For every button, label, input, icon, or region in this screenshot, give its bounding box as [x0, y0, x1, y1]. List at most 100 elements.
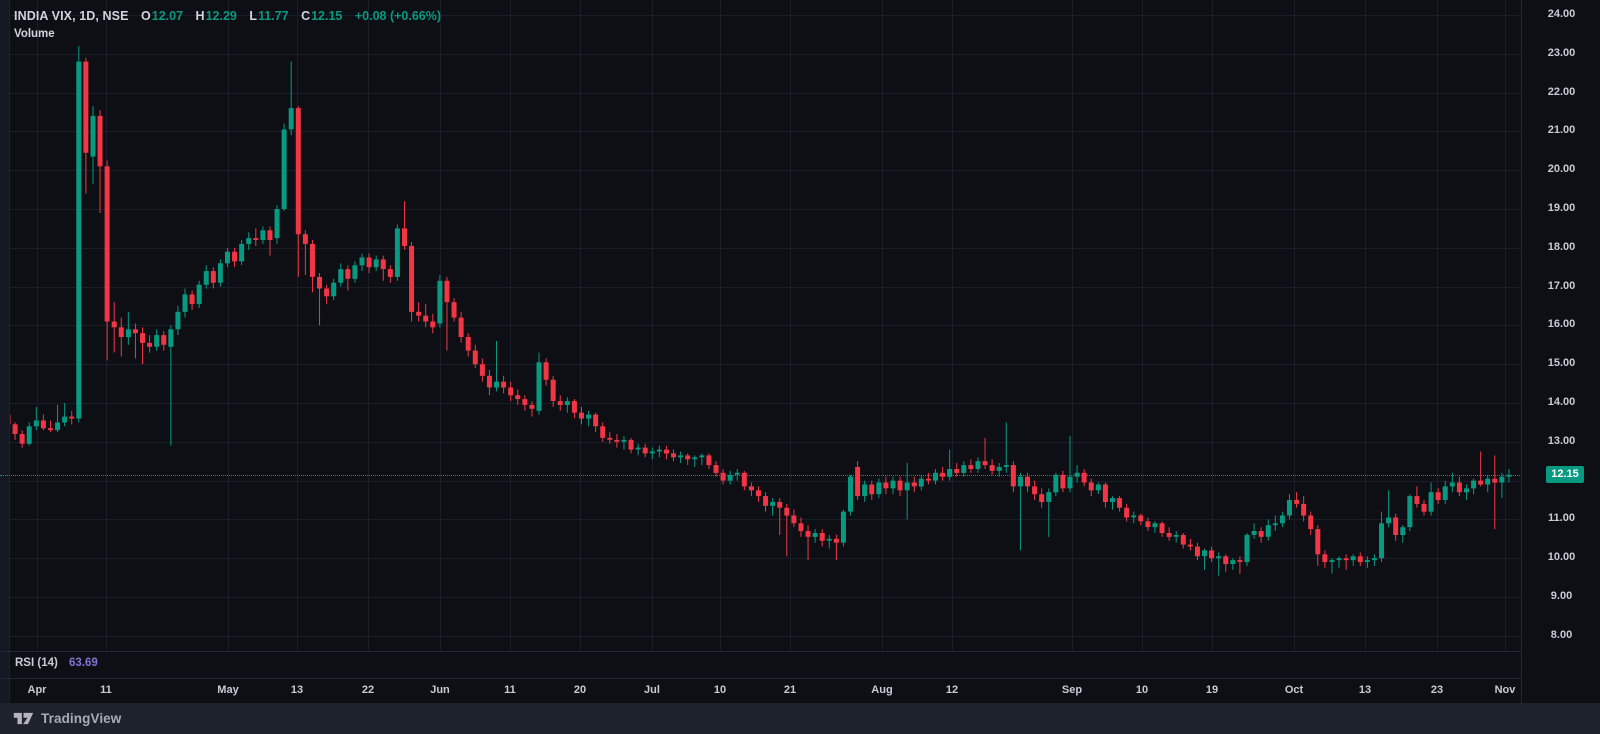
- candle: [543, 362, 549, 380]
- candle-wick: [127, 311, 129, 345]
- candle-wick: [1480, 451, 1482, 487]
- candle: [1039, 494, 1045, 502]
- candle: [748, 486, 754, 491]
- candle: [678, 455, 684, 458]
- candle: [685, 455, 691, 460]
- candle: [798, 523, 804, 532]
- candle: [1400, 527, 1406, 535]
- candlestick-chart[interactable]: [0, 0, 1521, 651]
- candle: [918, 478, 924, 487]
- candle: [996, 467, 1002, 471]
- candle: [451, 302, 457, 318]
- chart-plot-area[interactable]: [0, 0, 1521, 651]
- candle: [1109, 498, 1115, 502]
- candle-wick: [1331, 558, 1333, 574]
- candle: [1471, 480, 1477, 489]
- candle: [784, 507, 790, 516]
- candle: [1117, 498, 1123, 508]
- grid-vertical: [37, 0, 1506, 651]
- candle-wick: [496, 340, 498, 392]
- candle: [671, 453, 677, 458]
- candle: [1301, 503, 1307, 516]
- tradingview-brand-text[interactable]: TradingView: [41, 711, 122, 726]
- candle: [890, 480, 896, 489]
- candle: [1463, 488, 1469, 493]
- candle: [401, 228, 407, 246]
- time-tick-label: 20: [573, 684, 587, 696]
- candle: [302, 234, 308, 244]
- last-price-line: [0, 475, 1521, 476]
- tradingview-logo-icon[interactable]: [13, 711, 34, 726]
- candle-wick: [701, 453, 703, 465]
- symbol-title[interactable]: INDIA VIX, 1D, NSE: [14, 9, 129, 23]
- candle: [812, 533, 818, 537]
- candle: [975, 461, 981, 469]
- candle: [1145, 521, 1151, 528]
- time-tick-label: 23: [1430, 684, 1444, 696]
- chart-background: [0, 0, 1600, 703]
- time-tick-label: 13: [290, 684, 304, 696]
- candle: [1393, 517, 1399, 535]
- candle: [26, 426, 32, 444]
- candle: [175, 311, 181, 330]
- candle: [1357, 556, 1363, 563]
- candle: [97, 115, 103, 167]
- candle: [118, 327, 124, 337]
- candle: [755, 490, 761, 497]
- candle: [1173, 534, 1179, 537]
- candle: [1138, 515, 1144, 522]
- candle: [309, 243, 315, 277]
- candle: [1442, 486, 1448, 500]
- time-axis[interactable]: Apr 11 May 13 22 Jun 11 20 Jul 10 21 Aug 12 Sep 10 19 Oc…: [0, 679, 1521, 703]
- candle: [1187, 544, 1193, 547]
- candle-wick: [1296, 492, 1298, 508]
- candle: [1478, 480, 1484, 485]
- candle: [465, 337, 471, 351]
- rsi-indicator-label[interactable]: RSI (14): [15, 657, 58, 669]
- candle: [1194, 546, 1200, 557]
- candle: [869, 484, 875, 495]
- candle: [1379, 523, 1385, 559]
- candle: [1053, 474, 1059, 493]
- candle: [947, 469, 953, 477]
- price-tick-label: 17.00: [1547, 279, 1576, 292]
- price-tick-label: 13.00: [1547, 434, 1576, 447]
- open-label: O: [141, 9, 151, 23]
- candle: [1180, 534, 1186, 545]
- volume-indicator-label[interactable]: Volume: [14, 28, 55, 40]
- candle-wick: [1345, 554, 1347, 570]
- candle-wick: [835, 534, 837, 561]
- price-tick-label: 14.00: [1547, 396, 1576, 408]
- candle: [840, 511, 846, 543]
- candle-wick: [1069, 436, 1071, 493]
- candle: [324, 288, 330, 297]
- candle: [1286, 500, 1292, 516]
- candle-wick: [531, 401, 533, 417]
- candle: [1499, 476, 1505, 483]
- candle: [932, 472, 938, 481]
- time-tick-label: Apr: [27, 684, 47, 696]
- candle: [1456, 482, 1462, 493]
- candle: [458, 317, 464, 337]
- candle: [437, 280, 443, 324]
- time-tick-label: Oct: [1284, 684, 1304, 696]
- price-tick-label: 18.00: [1547, 240, 1576, 253]
- pane-separator[interactable]: [0, 651, 1600, 652]
- candle: [1166, 533, 1172, 537]
- candle: [1435, 492, 1441, 500]
- candle-wick: [255, 228, 257, 246]
- candle-wick: [736, 469, 738, 481]
- candle: [741, 472, 747, 487]
- candle-wick: [1048, 488, 1050, 537]
- candle: [1223, 556, 1229, 565]
- candle: [345, 269, 351, 279]
- candle: [69, 416, 75, 419]
- candle-wick: [142, 327, 144, 365]
- price-axis[interactable]: 8.009.0010.0011.0012.0013.0014.0015.0016…: [1521, 0, 1600, 703]
- candle: [40, 420, 46, 429]
- candle: [47, 428, 53, 431]
- candle: [1414, 496, 1420, 504]
- time-tick-label: 22: [361, 684, 375, 696]
- candle: [1329, 560, 1335, 562]
- time-tick-label: 11: [100, 684, 112, 696]
